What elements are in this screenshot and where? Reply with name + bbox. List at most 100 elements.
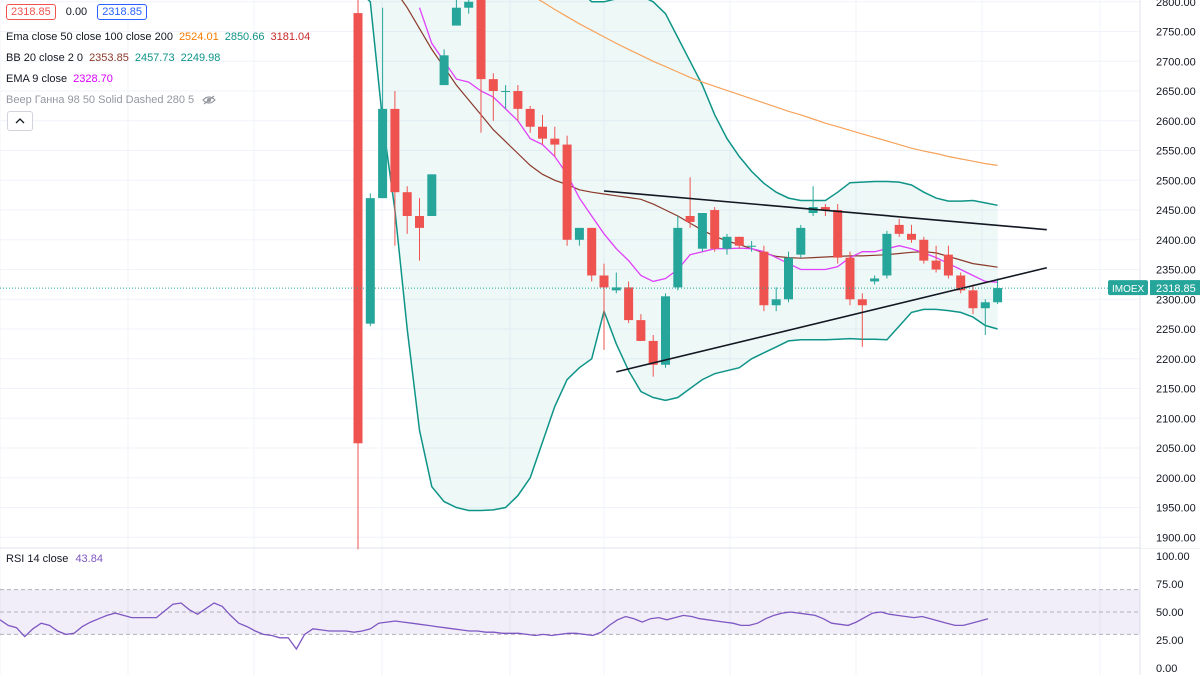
ema-legend[interactable]: Ema close 50 close 100 close 200 2524.01… bbox=[6, 31, 310, 43]
bb-basis-value: 2353.85 bbox=[89, 52, 129, 64]
price-tick-label: 2700.00 bbox=[1156, 56, 1196, 68]
price-tick-label: 2350.00 bbox=[1156, 265, 1196, 277]
candle-body bbox=[845, 257, 855, 300]
candle-body bbox=[611, 287, 621, 291]
chevron-up-icon bbox=[15, 118, 25, 124]
symbol-tag: IMOEX bbox=[1112, 284, 1145, 295]
candle-body bbox=[734, 236, 744, 246]
candle-body bbox=[759, 251, 769, 306]
price-tick-label: 2400.00 bbox=[1156, 235, 1196, 247]
candle-body bbox=[870, 278, 880, 282]
rsi-legend[interactable]: RSI 14 close 43.84 bbox=[6, 553, 103, 565]
candle-body bbox=[513, 91, 523, 109]
candle-body bbox=[673, 227, 683, 288]
candle-body bbox=[378, 108, 388, 199]
bb-upper-value: 2457.73 bbox=[134, 52, 175, 64]
gann-legend[interactable]: Веер Ганна 98 50 Solid Dashed 280 5 bbox=[6, 94, 216, 106]
bollinger-band-fill bbox=[368, 0, 998, 511]
candle-body bbox=[907, 233, 916, 240]
candle-body bbox=[968, 290, 978, 309]
candle-body bbox=[710, 210, 720, 249]
ema200-value: 3181.04 bbox=[270, 31, 311, 43]
candle-body bbox=[771, 299, 781, 306]
candle-body bbox=[722, 236, 732, 249]
price-tick-label: 2000.00 bbox=[1156, 473, 1196, 485]
price-tick-label: 2750.00 bbox=[1156, 27, 1196, 39]
candle-body bbox=[427, 174, 437, 216]
candle-body bbox=[833, 210, 843, 258]
ema9-legend[interactable]: EMA 9 close 2328.70 bbox=[6, 73, 113, 85]
candle-body bbox=[931, 260, 941, 270]
trend-line-upper bbox=[603, 190, 1047, 231]
candle-body bbox=[956, 275, 966, 291]
ema50-value: 2524.01 bbox=[178, 31, 219, 43]
candle-body bbox=[697, 213, 707, 249]
price-tick-label: 2550.00 bbox=[1156, 146, 1196, 158]
symbol-tag-bg bbox=[1108, 280, 1148, 296]
price-tick-label: 2500.00 bbox=[1156, 175, 1196, 187]
candle-body bbox=[820, 207, 830, 211]
candle-body bbox=[451, 7, 461, 26]
candle-body bbox=[562, 144, 572, 240]
bollinger-upper-line bbox=[588, 0, 998, 207]
ema100-value: 2850.66 bbox=[224, 31, 265, 43]
price-legend: 2318.85 0.00 2318.85 bbox=[6, 4, 147, 20]
bollinger-lower-line bbox=[367, 0, 998, 512]
price-tick-label: 2150.00 bbox=[1156, 384, 1196, 396]
ema9-legend-title: EMA 9 close bbox=[6, 73, 68, 85]
ema9-value: 2328.70 bbox=[73, 73, 113, 85]
candle-body bbox=[919, 239, 929, 261]
price-tick-label: 2100.00 bbox=[1156, 413, 1196, 425]
candle-body bbox=[661, 296, 670, 365]
candle-body bbox=[365, 198, 375, 324]
price-tick-label: 2450.00 bbox=[1156, 205, 1196, 217]
rsi-tick-label: 100.00 bbox=[1156, 551, 1190, 563]
candle-body bbox=[353, 13, 363, 444]
candle-body bbox=[894, 224, 904, 234]
price-tick-label: 2200.00 bbox=[1156, 354, 1196, 366]
rsi-tick-label: 75.00 bbox=[1156, 579, 1184, 591]
candle-body bbox=[415, 215, 424, 228]
candle-body bbox=[402, 192, 412, 216]
candle-body bbox=[796, 227, 806, 255]
rsi-tick-label: 50.00 bbox=[1156, 607, 1184, 619]
bollinger-fill bbox=[368, 0, 998, 511]
rsi-tick-label: 25.00 bbox=[1156, 635, 1184, 647]
rsi-legend-title: RSI 14 close bbox=[6, 553, 69, 565]
price-box-red: 2318.85 bbox=[6, 4, 56, 20]
trend-line-lower bbox=[616, 266, 1047, 373]
candle-body bbox=[943, 254, 953, 276]
rsi-pane: 100.00 75.00 50.00 25.00 0.00 bbox=[0, 551, 1190, 675]
candle-body bbox=[390, 108, 400, 193]
ema9-line bbox=[418, 7, 998, 283]
collapse-legend-button[interactable] bbox=[7, 111, 33, 131]
price-change: 0.00 bbox=[65, 6, 88, 18]
rsi-value: 43.84 bbox=[75, 553, 103, 565]
candles bbox=[353, 0, 1003, 550]
candle-body bbox=[525, 108, 535, 127]
eye-hidden-icon[interactable] bbox=[202, 95, 216, 105]
last-price-tag: 2318.85 bbox=[1156, 283, 1196, 295]
candle-body bbox=[550, 138, 560, 145]
candle-body bbox=[980, 302, 990, 309]
candle-body bbox=[488, 79, 498, 92]
price-axis[interactable]: 2800.00 2750.00 2700.00 2650.00 2600.00 2550.… bbox=[1108, 0, 1200, 548]
candle-body bbox=[587, 227, 597, 276]
price-tick-label: 2250.00 bbox=[1156, 324, 1196, 336]
candle-body bbox=[624, 287, 634, 321]
price-box-blue: 2318.85 bbox=[97, 4, 147, 20]
candle-body bbox=[685, 215, 695, 222]
price-tick-label: 2300.00 bbox=[1156, 294, 1196, 306]
rsi-line bbox=[0, 602, 989, 651]
trend-lines[interactable] bbox=[0, 190, 1140, 373]
bb-legend[interactable]: BB 20 close 2 0 2353.85 2457.73 2249.98 bbox=[6, 52, 220, 64]
candle-body bbox=[439, 55, 449, 86]
price-tick-label: 2800.00 bbox=[1156, 0, 1196, 9]
gann-legend-title: Веер Ганна 98 50 Solid Dashed 280 5 bbox=[6, 94, 195, 106]
price-tick-label: 1900.00 bbox=[1156, 532, 1196, 544]
candle-body bbox=[993, 288, 1003, 303]
price-tick-label: 2600.00 bbox=[1156, 116, 1196, 128]
candle-body bbox=[747, 245, 757, 247]
candle-body bbox=[648, 340, 658, 365]
